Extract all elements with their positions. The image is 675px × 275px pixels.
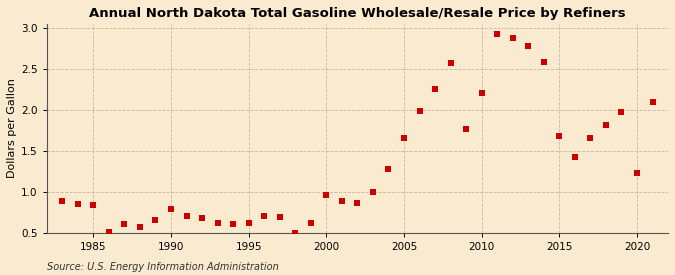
Point: [616, 110, 627, 114]
Point: [632, 170, 643, 175]
Point: [446, 61, 456, 65]
Point: [165, 207, 176, 211]
Point: [399, 136, 410, 141]
Point: [647, 100, 658, 104]
Point: [57, 199, 68, 204]
Point: [461, 126, 472, 131]
Point: [492, 32, 503, 36]
Point: [274, 215, 285, 219]
Point: [585, 136, 596, 141]
Text: Source: U.S. Energy Information Administration: Source: U.S. Energy Information Administ…: [47, 262, 279, 272]
Point: [305, 221, 316, 225]
Point: [212, 221, 223, 225]
Point: [414, 109, 425, 114]
Point: [88, 202, 99, 207]
Title: Annual North Dakota Total Gasoline Wholesale/Resale Price by Refiners: Annual North Dakota Total Gasoline Whole…: [89, 7, 626, 20]
Point: [383, 166, 394, 171]
Point: [508, 35, 518, 40]
Point: [119, 222, 130, 227]
Point: [477, 91, 487, 96]
Point: [196, 216, 207, 220]
Point: [227, 221, 238, 226]
Point: [103, 230, 114, 234]
Point: [321, 193, 331, 197]
Y-axis label: Dollars per Gallon: Dollars per Gallon: [7, 78, 17, 178]
Point: [150, 218, 161, 222]
Point: [181, 214, 192, 218]
Point: [430, 87, 441, 92]
Point: [134, 225, 145, 229]
Point: [570, 155, 580, 160]
Point: [352, 201, 362, 205]
Point: [72, 202, 83, 206]
Point: [554, 134, 565, 138]
Point: [290, 230, 300, 235]
Point: [243, 221, 254, 225]
Point: [259, 214, 269, 218]
Point: [368, 189, 379, 194]
Point: [539, 60, 549, 65]
Point: [523, 44, 534, 48]
Point: [336, 199, 347, 204]
Point: [601, 122, 612, 127]
